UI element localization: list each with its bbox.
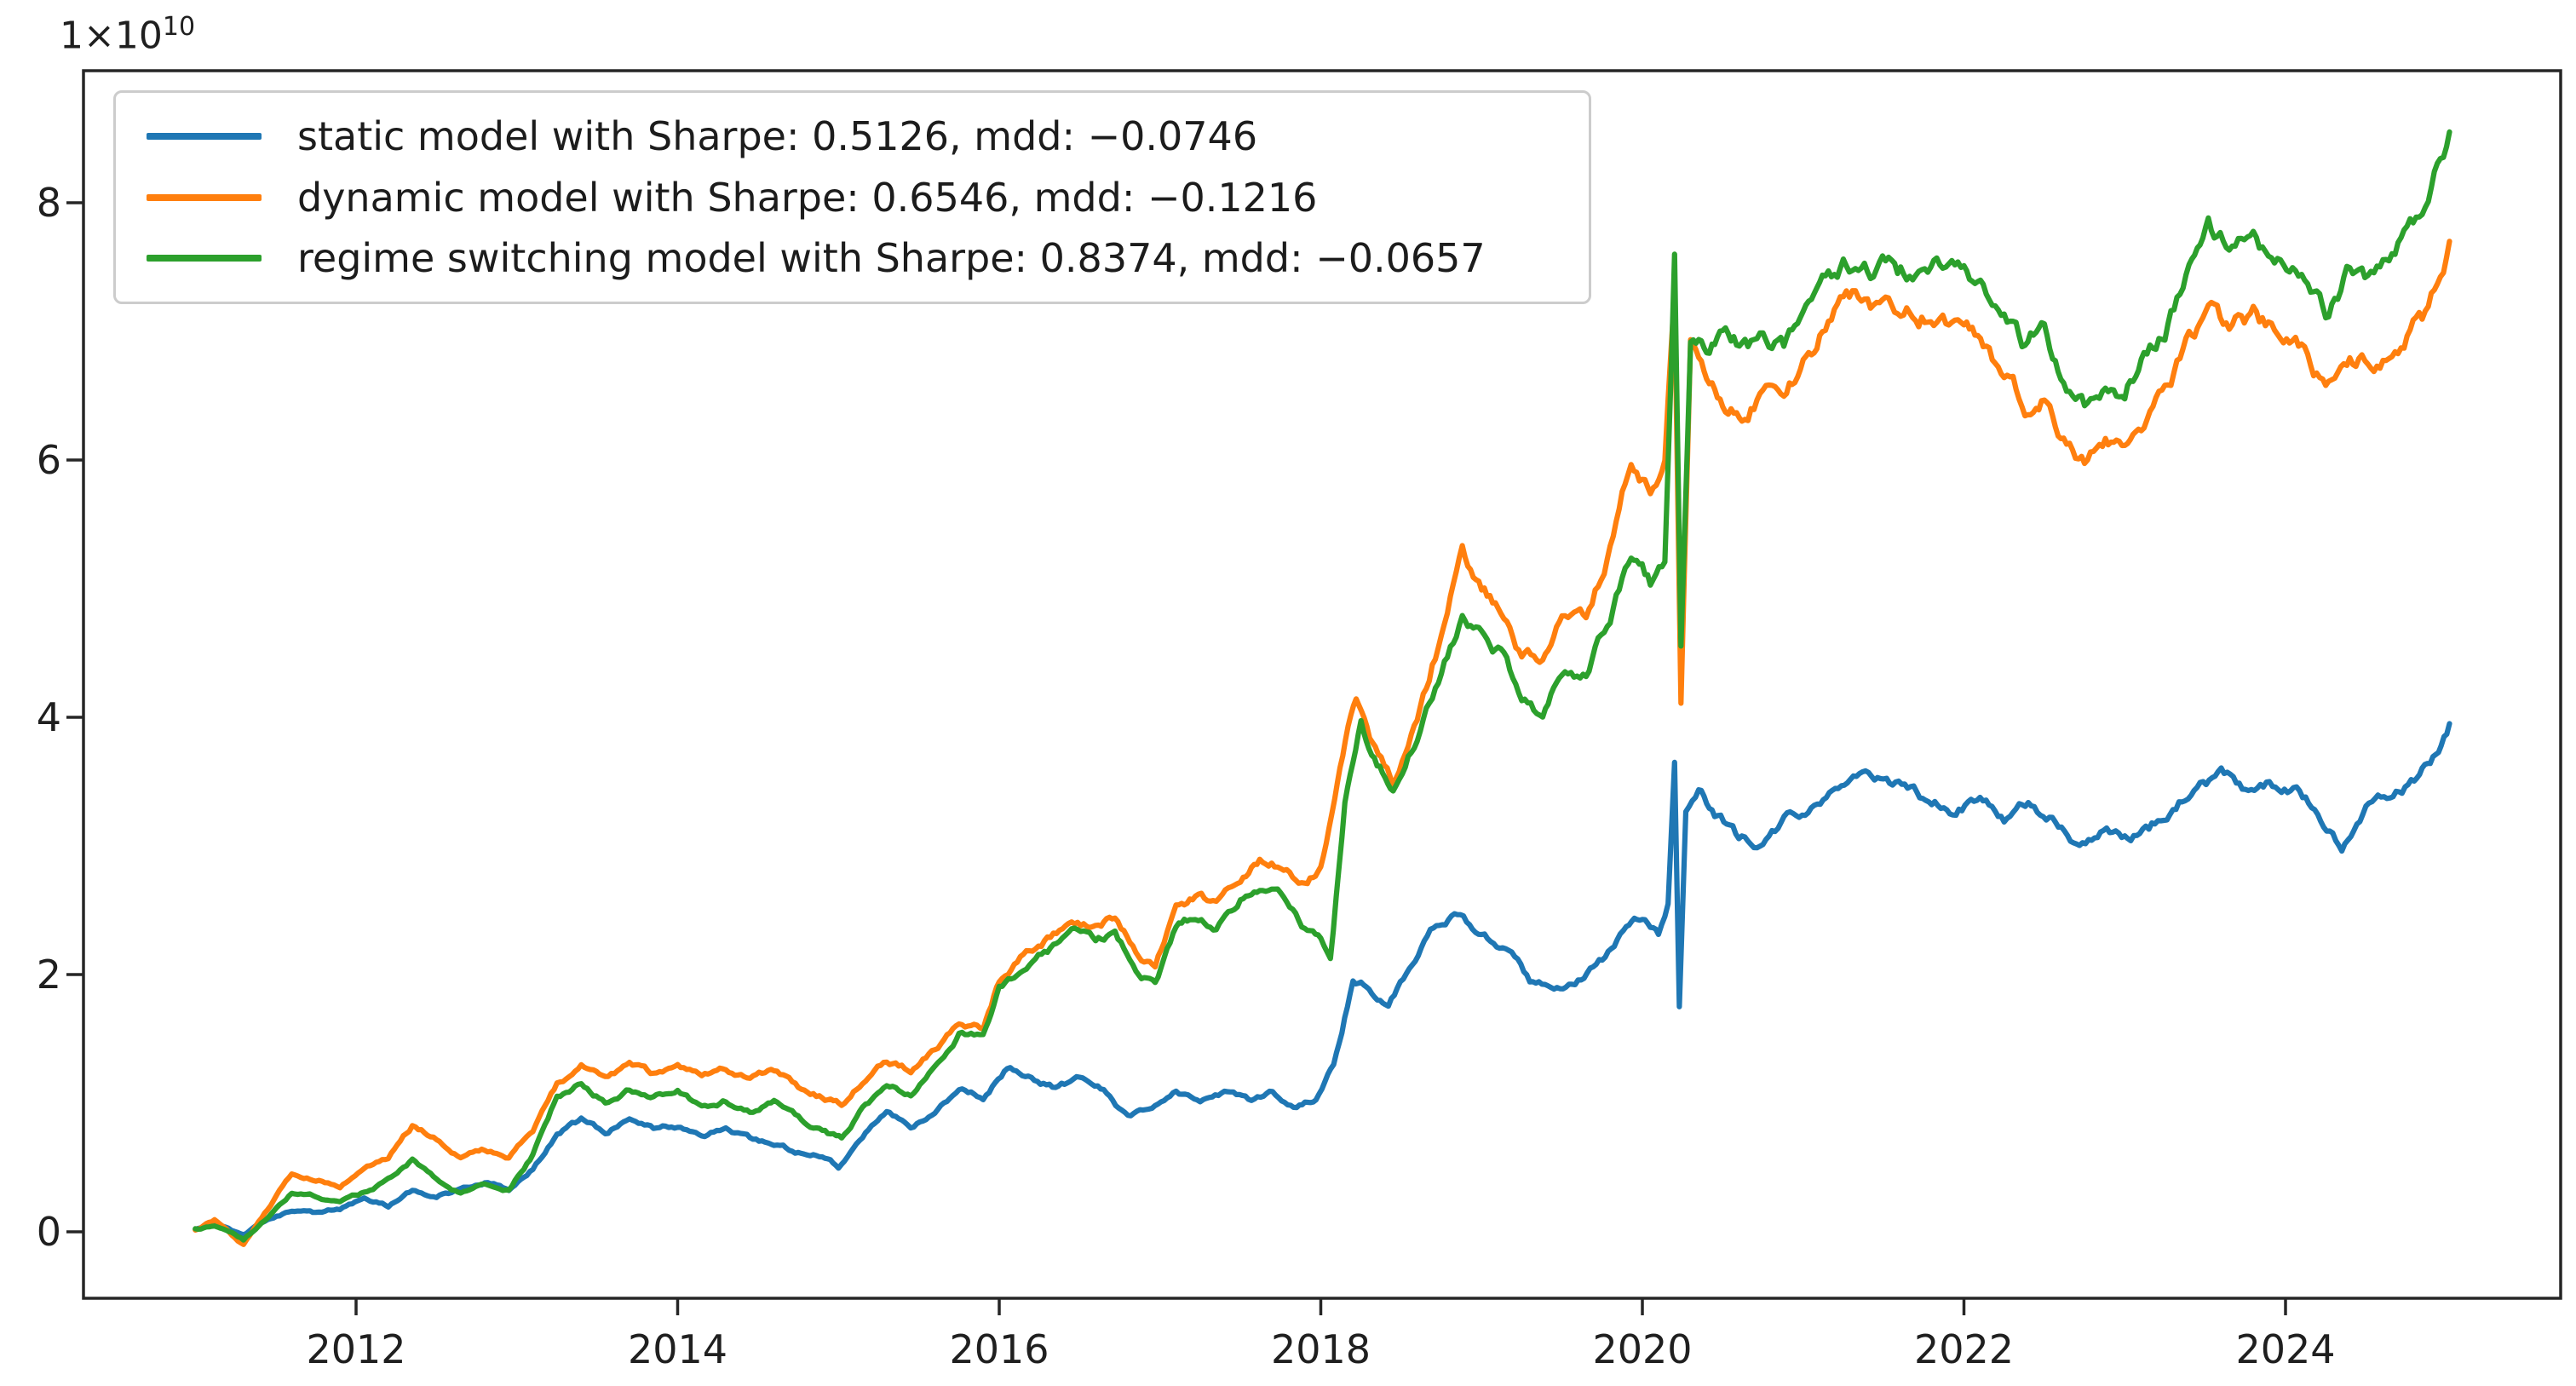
legend-line-swatch [147, 133, 262, 141]
y-tick-label: 4 [36, 694, 61, 740]
y-tick-label: 8 [36, 180, 61, 226]
x-tick-label: 2024 [2235, 1326, 2336, 1372]
offset-base: 1×10 [60, 14, 163, 58]
legend-label: regime switching model with Sharpe: 0.83… [297, 234, 1486, 281]
y-tick-label: 6 [36, 437, 61, 483]
legend-row: regime switching model with Sharpe: 0.83… [116, 236, 1589, 280]
series-line-regime-switching-model [193, 129, 2452, 1243]
series-line-dynamic-model [193, 239, 2452, 1247]
series-line-static-model [193, 721, 2452, 1238]
y-axis-offset-label: 1×1010 [60, 12, 195, 58]
y-tick-label: 0 [36, 1209, 61, 1255]
x-tick-label: 2014 [627, 1326, 728, 1372]
x-tick-label: 2012 [306, 1326, 406, 1372]
legend-row: static model with Sharpe: 0.5126, mdd: −… [116, 114, 1589, 158]
legend: static model with Sharpe: 0.5126, mdd: −… [113, 90, 1591, 304]
legend-row: dynamic model with Sharpe: 0.6546, mdd: … [116, 175, 1589, 220]
x-tick-label: 2020 [1592, 1326, 1693, 1372]
legend-line-swatch [147, 193, 262, 201]
x-tick-label: 2022 [1913, 1326, 2015, 1372]
legend-label: dynamic model with Sharpe: 0.6546, mdd: … [297, 174, 1318, 221]
legend-label: static model with Sharpe: 0.5126, mdd: −… [297, 113, 1258, 160]
x-tick-label: 2018 [1270, 1326, 1371, 1372]
offset-exponent: 10 [162, 12, 196, 42]
y-tick-label: 2 [36, 952, 61, 998]
x-tick-label: 2016 [949, 1326, 1049, 1372]
legend-line-swatch [147, 254, 262, 262]
